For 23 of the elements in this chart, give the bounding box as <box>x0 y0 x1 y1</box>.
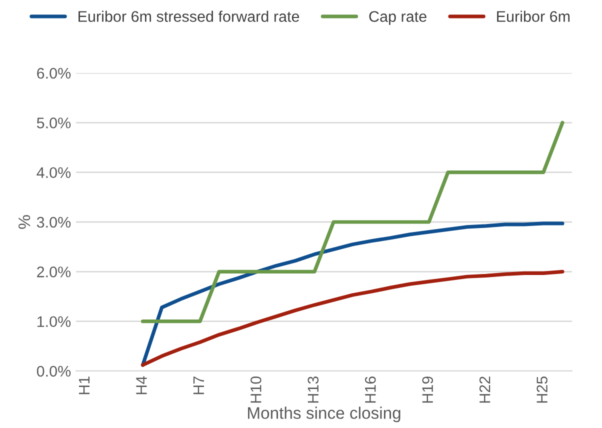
x-tick-label: H22 <box>479 376 490 403</box>
legend-label: Cap rate <box>369 11 426 25</box>
legend-label: Euribor 6m stressed forward rate <box>78 10 300 22</box>
x-tick-label: H1 <box>78 376 90 394</box>
x-tick-label: H10 <box>250 376 262 403</box>
x-tick-label: H19 <box>422 376 434 403</box>
y-tick-label: 4.0% <box>36 167 71 178</box>
y-tick-label: 3.0% <box>36 216 71 228</box>
x-tick-label: H16 <box>364 376 376 403</box>
y-tick-label: 5.0% <box>36 118 71 128</box>
y-tick-label: 2.0% <box>37 266 71 278</box>
legend-label: Euribor 6m <box>497 10 570 22</box>
x-tick-label: H7 <box>193 376 204 394</box>
line-series <box>140 120 564 324</box>
y-axis-title: % <box>18 215 30 229</box>
line-series <box>140 270 564 367</box>
x-tick-label: H4 <box>136 376 147 394</box>
x-axis-title: Months since closing <box>248 406 400 422</box>
y-tick-label: 6.0% <box>37 68 71 79</box>
y-tick-label: 1.0% <box>37 316 71 328</box>
x-tick-label: H13 <box>308 376 319 403</box>
y-tick-label: 0.0% <box>36 366 71 377</box>
x-tick-label: H25 <box>536 376 548 403</box>
